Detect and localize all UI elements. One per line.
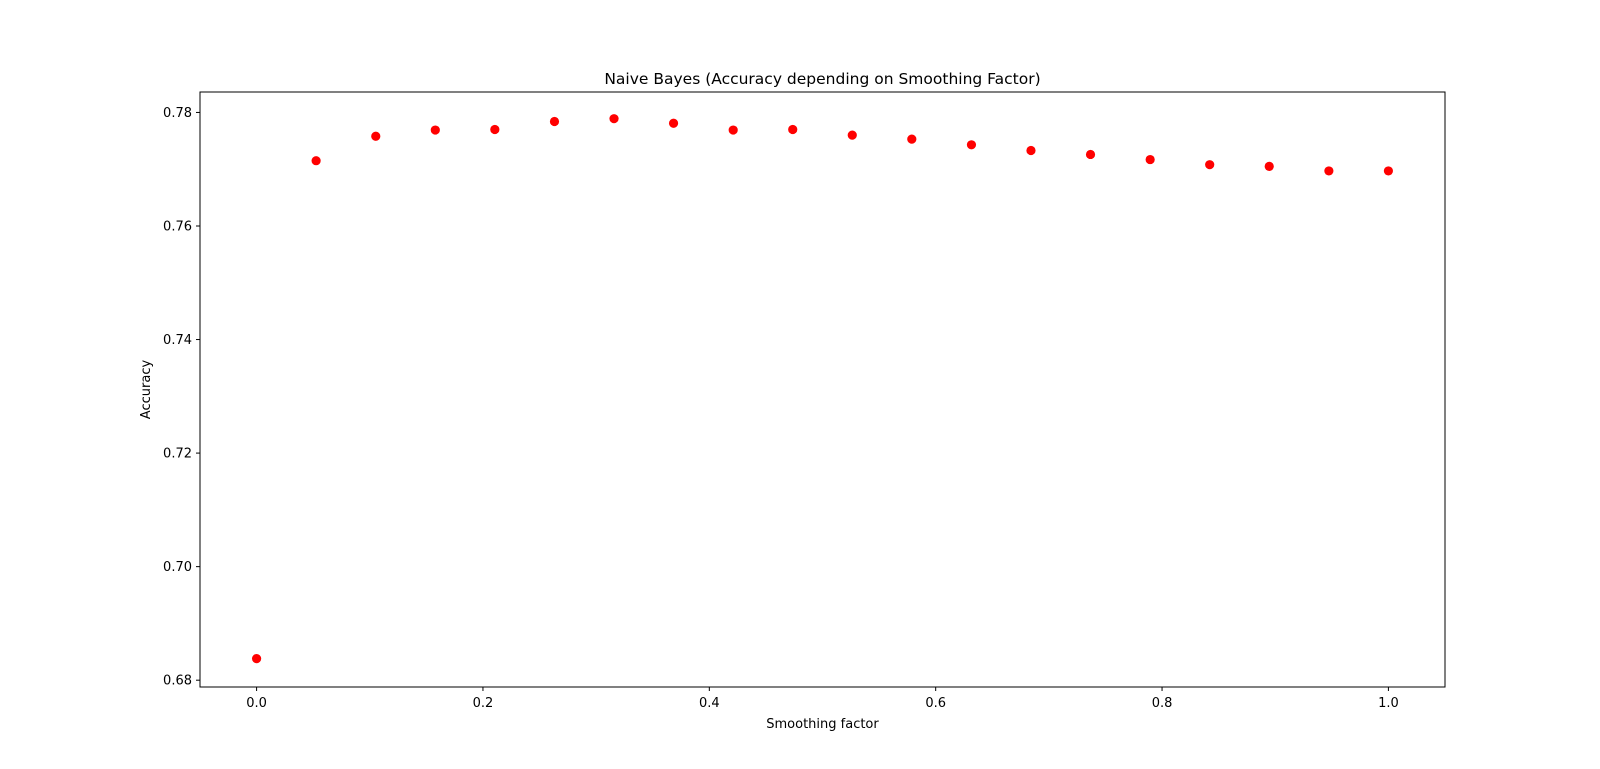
y-axis-label: Accuracy <box>139 360 154 420</box>
data-point <box>1145 154 1155 165</box>
y-tick-label: 0.74 <box>163 333 192 348</box>
y-tick-label: 0.70 <box>163 560 192 575</box>
data-point <box>907 134 917 144</box>
x-tick-label: 0.6 <box>925 696 946 711</box>
x-tick-label: 0.2 <box>473 696 494 711</box>
data-point <box>668 118 679 128</box>
data-point <box>311 156 321 166</box>
data-point <box>966 140 977 150</box>
y-tick-label: 0.68 <box>163 674 192 689</box>
data-point <box>371 131 381 141</box>
data-point <box>788 124 798 135</box>
data-point <box>609 114 619 124</box>
data-point <box>847 130 857 140</box>
data-point <box>1324 166 1334 176</box>
y-tick-label: 0.72 <box>163 447 192 462</box>
data-point <box>1205 160 1215 170</box>
x-tick-label: 0.0 <box>246 696 267 711</box>
x-tick-label: 1.0 <box>1378 696 1399 711</box>
data-point <box>1264 161 1274 171</box>
data-points <box>251 114 1394 664</box>
data-point <box>728 125 738 135</box>
y-tick-label: 0.76 <box>163 219 192 234</box>
data-point <box>1383 166 1394 176</box>
x-tick-label: 0.8 <box>1152 696 1173 711</box>
data-point <box>549 116 560 127</box>
plot-area-frame <box>199 91 1446 688</box>
chart-title: Naive Bayes (Accuracy depending on Smoot… <box>604 70 1040 88</box>
data-point <box>430 125 440 135</box>
x-axis-label: Smoothing factor <box>766 717 879 732</box>
data-point <box>490 124 500 135</box>
data-point <box>251 654 262 664</box>
y-tick-label: 0.78 <box>163 106 192 121</box>
data-point <box>1026 145 1036 156</box>
x-tick-label: 0.4 <box>699 696 720 711</box>
data-point <box>1085 149 1096 160</box>
axis-ticks: 0.0 0.2 0.4 0.6 0.8 1.0 0.68 0.70 0.72 0.74 0.76 0.… <box>163 106 1399 711</box>
